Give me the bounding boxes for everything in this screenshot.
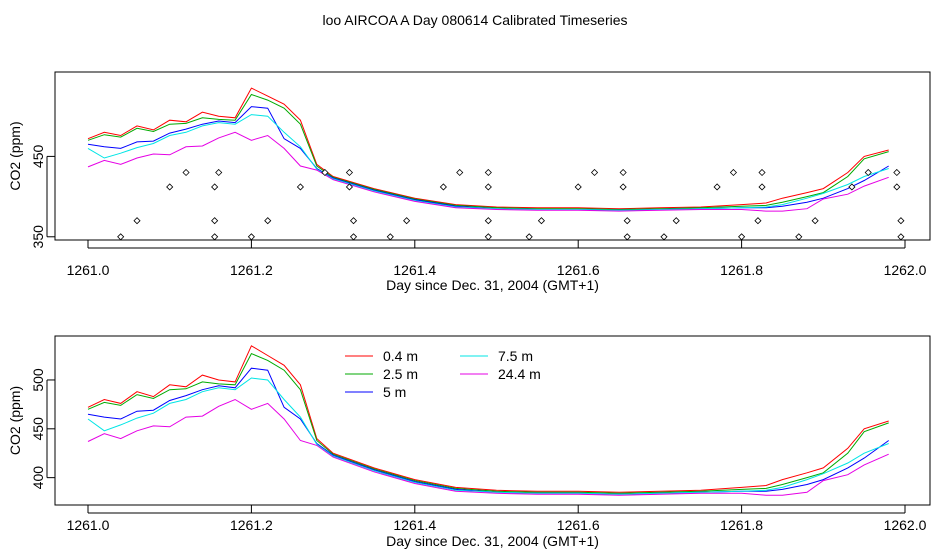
legend-label: 7.5 m <box>498 348 533 364</box>
flag-point <box>619 183 627 191</box>
flag-point <box>211 233 219 241</box>
y-tick-label: 500 <box>30 368 46 392</box>
legend-label: 24.4 m <box>498 366 541 382</box>
x-axis-label: Day since Dec. 31, 2004 (GMT+1) <box>386 533 599 549</box>
series-line-ff0000 <box>87 87 889 210</box>
x-tick-label: 1261.4 <box>393 517 436 533</box>
x-tick-label: 1261.0 <box>67 517 110 533</box>
flag-point <box>439 183 447 191</box>
legend-label: 0.4 m <box>383 348 418 364</box>
top-panel: 1261.0 1261.2 1261.4 1261.6 1261.8 1262.0 Day … <box>7 71 931 293</box>
x-axis-label: Day since Dec. 31, 2004 (GMT+1) <box>386 277 599 293</box>
flag-point <box>345 168 354 177</box>
y-tick-label: 450 <box>30 145 46 169</box>
x-tick-label: 1261.4 <box>393 262 436 278</box>
series-line-e500e5 <box>87 131 889 212</box>
y-tick-label: 450 <box>30 417 46 441</box>
flag-point <box>484 217 492 225</box>
flag-point <box>386 233 394 241</box>
x-tick-label: 1262.0 <box>884 517 927 533</box>
flag-point <box>296 183 304 191</box>
flag-point <box>537 217 546 225</box>
flag-point <box>345 183 354 191</box>
flag-point <box>166 183 174 191</box>
flag-point <box>211 183 219 191</box>
x-tick-label: 1261.6 <box>557 262 600 278</box>
series-line-24-4-m <box>87 398 889 496</box>
flag-point <box>574 183 582 191</box>
flag-point <box>321 168 329 177</box>
flag-point <box>215 168 223 177</box>
flag-point <box>893 168 901 177</box>
x-tick-label: 1262.0 <box>884 262 927 278</box>
flag-point <box>758 183 766 191</box>
flag-point <box>484 168 492 177</box>
flag-point <box>247 233 255 241</box>
legend-label: 2.5 m <box>383 366 418 382</box>
flag-point <box>590 168 599 177</box>
series-line-00aa00 <box>87 93 889 211</box>
legend-label: 5 m <box>383 384 406 400</box>
flag-point <box>117 233 125 241</box>
page-title: loo AIRCOA A Day 080614 Calibrated Times… <box>322 12 627 28</box>
y-tick-label: 350 <box>30 225 46 249</box>
flag-point <box>211 217 219 225</box>
flag-point <box>182 168 190 177</box>
series-line-2-5-m <box>87 352 889 494</box>
x-tick-label: 1261.8 <box>720 517 763 533</box>
flag-point <box>897 233 905 241</box>
flag-point <box>864 168 872 177</box>
flag-point <box>729 168 737 177</box>
flag-point <box>349 217 358 225</box>
bottom-panel: 1261.0 1261.2 1261.4 1261.6 1261.8 1262.0 Day … <box>7 335 931 549</box>
flag-point <box>623 233 631 241</box>
flag-point <box>484 233 492 241</box>
flag-point <box>133 217 141 225</box>
flag-point <box>619 168 627 177</box>
series-line-7-5-m <box>87 377 889 495</box>
y-axis-label: CO2 (ppm) <box>7 121 23 190</box>
flag-point <box>456 168 464 177</box>
flag-point <box>660 233 668 241</box>
series-line-0000ff <box>87 106 889 211</box>
flag-point <box>484 183 492 191</box>
x-tick-label: 1261.8 <box>720 262 763 278</box>
flag-point <box>848 183 856 191</box>
flag-point <box>264 217 272 225</box>
plot-frame <box>54 335 931 506</box>
flag-point <box>403 217 411 225</box>
x-tick-label: 1261.6 <box>557 517 600 533</box>
flag-point <box>738 233 746 241</box>
x-tick-label: 1261.2 <box>230 262 273 278</box>
series-line-00e5e5 <box>87 114 889 211</box>
y-tick-label: 400 <box>30 466 46 490</box>
flag-point <box>758 168 766 177</box>
flag-point <box>349 233 358 241</box>
plot-frame <box>54 71 931 241</box>
flag-point <box>713 183 721 191</box>
y-axis-label: CO2 (ppm) <box>7 386 23 455</box>
flag-point <box>754 217 762 225</box>
x-tick-label: 1261.2 <box>230 517 273 533</box>
flag-point <box>811 217 819 225</box>
series-line-5-m <box>87 367 889 495</box>
flag-point <box>525 233 533 241</box>
series-line-0-4-m <box>87 345 889 493</box>
x-tick-label: 1261.0 <box>67 262 110 278</box>
flag-point <box>897 217 905 225</box>
flag-point <box>795 233 803 241</box>
flag-point <box>623 217 631 225</box>
flag-point <box>672 217 680 225</box>
flag-point <box>893 183 901 191</box>
